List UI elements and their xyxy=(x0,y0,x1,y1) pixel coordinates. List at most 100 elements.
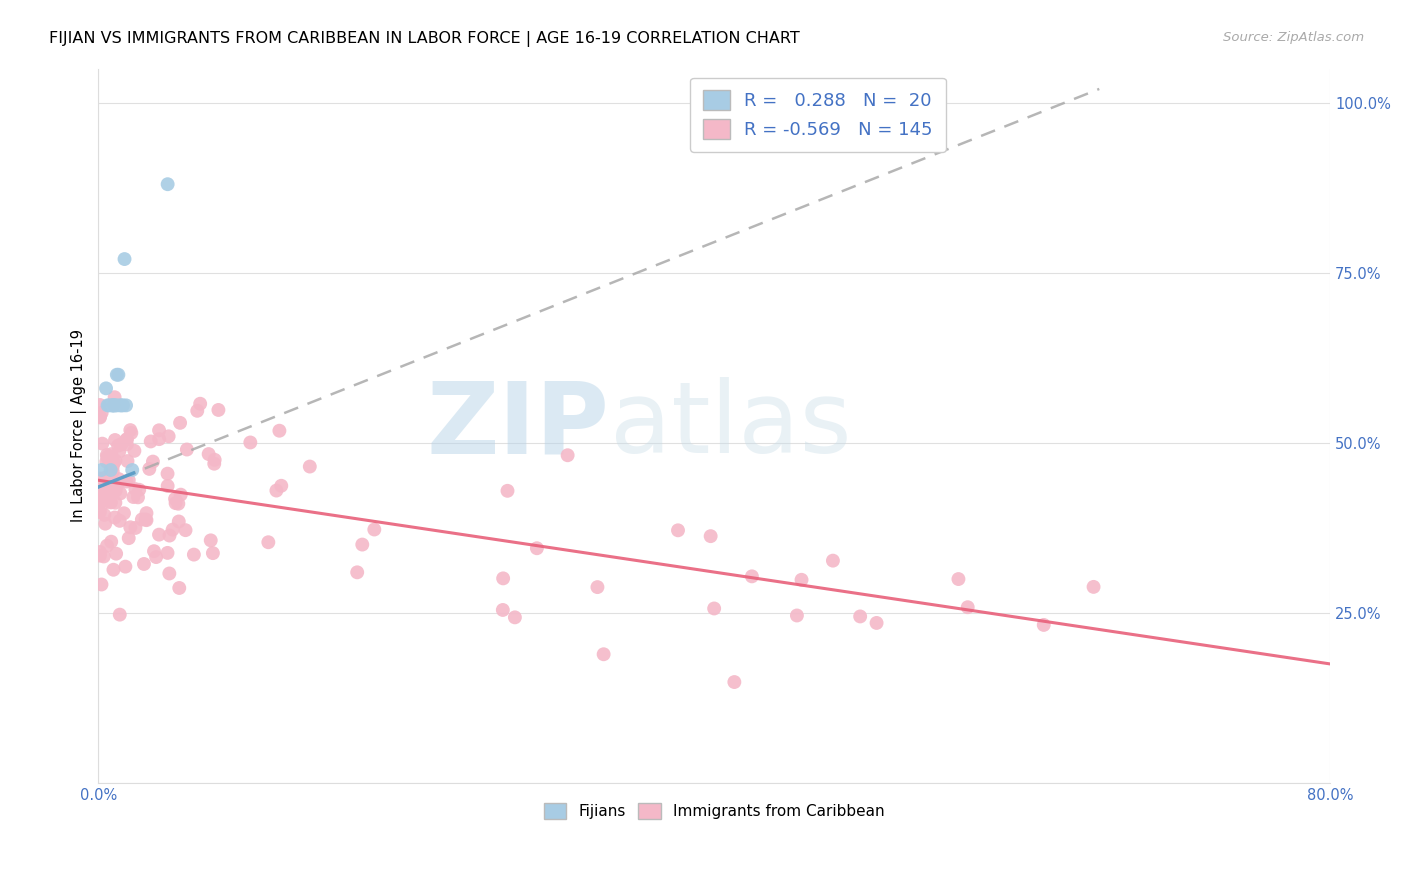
Point xyxy=(120,425,142,440)
Point xyxy=(188,397,211,411)
Text: FIJIAN VS IMMIGRANTS FROM CARIBBEAN IN LABOR FORCE | AGE 16-19 CORRELATION CHART: FIJIAN VS IMMIGRANTS FROM CARIBBEAN IN L… xyxy=(49,31,800,47)
Point xyxy=(115,432,138,446)
Point xyxy=(100,534,122,549)
Point xyxy=(96,455,118,469)
Point xyxy=(89,505,111,519)
Text: ZIP: ZIP xyxy=(426,377,610,475)
Point xyxy=(948,572,970,586)
Point xyxy=(1032,618,1054,632)
Point xyxy=(849,609,872,624)
Point xyxy=(169,581,191,595)
Point xyxy=(100,447,122,461)
Point xyxy=(156,479,179,493)
Point xyxy=(94,516,117,531)
Point xyxy=(97,489,120,503)
Point xyxy=(100,463,122,477)
Point xyxy=(91,497,114,511)
Point xyxy=(110,398,132,412)
Point xyxy=(107,368,129,382)
Point xyxy=(492,603,515,617)
Point xyxy=(207,403,229,417)
Point xyxy=(98,494,121,508)
Point xyxy=(201,546,224,560)
Point xyxy=(89,409,111,424)
Point xyxy=(165,496,187,510)
Point xyxy=(93,487,115,501)
Point xyxy=(790,573,813,587)
Point xyxy=(156,467,179,481)
Point xyxy=(197,447,219,461)
Point xyxy=(127,491,149,505)
Point xyxy=(124,521,146,535)
Point xyxy=(118,531,141,545)
Point xyxy=(94,381,117,395)
Point xyxy=(98,398,121,412)
Point xyxy=(346,566,368,580)
Point xyxy=(103,563,125,577)
Point xyxy=(97,479,120,493)
Point xyxy=(90,475,112,490)
Point xyxy=(104,390,127,404)
Point xyxy=(107,439,129,453)
Point xyxy=(101,465,124,479)
Point xyxy=(167,515,190,529)
Point xyxy=(90,406,112,420)
Point xyxy=(90,577,112,591)
Point xyxy=(186,404,208,418)
Point xyxy=(96,450,118,464)
Point xyxy=(115,475,138,489)
Point xyxy=(239,435,262,450)
Point xyxy=(94,471,117,485)
Point xyxy=(202,457,225,471)
Point xyxy=(104,496,127,510)
Point xyxy=(91,436,114,450)
Point xyxy=(93,487,115,501)
Point xyxy=(115,437,138,451)
Point xyxy=(114,252,136,266)
Point xyxy=(1083,580,1105,594)
Point xyxy=(167,497,190,511)
Point xyxy=(162,523,184,537)
Point xyxy=(703,601,725,615)
Point xyxy=(108,607,131,622)
Point xyxy=(103,398,125,412)
Point xyxy=(131,512,153,526)
Point xyxy=(592,647,614,661)
Point xyxy=(117,454,139,468)
Point xyxy=(120,520,142,534)
Point xyxy=(557,448,579,462)
Point xyxy=(174,523,197,537)
Point xyxy=(298,459,321,474)
Point xyxy=(115,433,138,447)
Point xyxy=(96,539,118,553)
Point xyxy=(105,547,128,561)
Point xyxy=(89,545,111,559)
Point xyxy=(496,483,519,498)
Point xyxy=(104,481,127,495)
Point xyxy=(107,472,129,486)
Y-axis label: In Labor Force | Age 16-19: In Labor Force | Age 16-19 xyxy=(72,329,87,523)
Point xyxy=(112,506,135,520)
Point xyxy=(148,527,170,541)
Point xyxy=(103,456,125,470)
Point xyxy=(108,444,131,458)
Point xyxy=(138,462,160,476)
Point xyxy=(104,510,127,524)
Point xyxy=(100,476,122,491)
Point xyxy=(157,566,180,581)
Point xyxy=(148,432,170,446)
Point xyxy=(143,544,166,558)
Point xyxy=(526,541,548,556)
Point xyxy=(101,460,124,475)
Text: atlas: atlas xyxy=(610,377,851,475)
Point xyxy=(111,398,134,412)
Point xyxy=(257,535,280,549)
Legend: Fijians, Immigrants from Caribbean: Fijians, Immigrants from Caribbean xyxy=(537,797,891,825)
Point xyxy=(89,471,111,485)
Point xyxy=(157,429,180,443)
Point xyxy=(110,437,132,451)
Point xyxy=(128,483,150,497)
Point xyxy=(107,477,129,491)
Point xyxy=(122,490,145,504)
Point xyxy=(90,472,112,486)
